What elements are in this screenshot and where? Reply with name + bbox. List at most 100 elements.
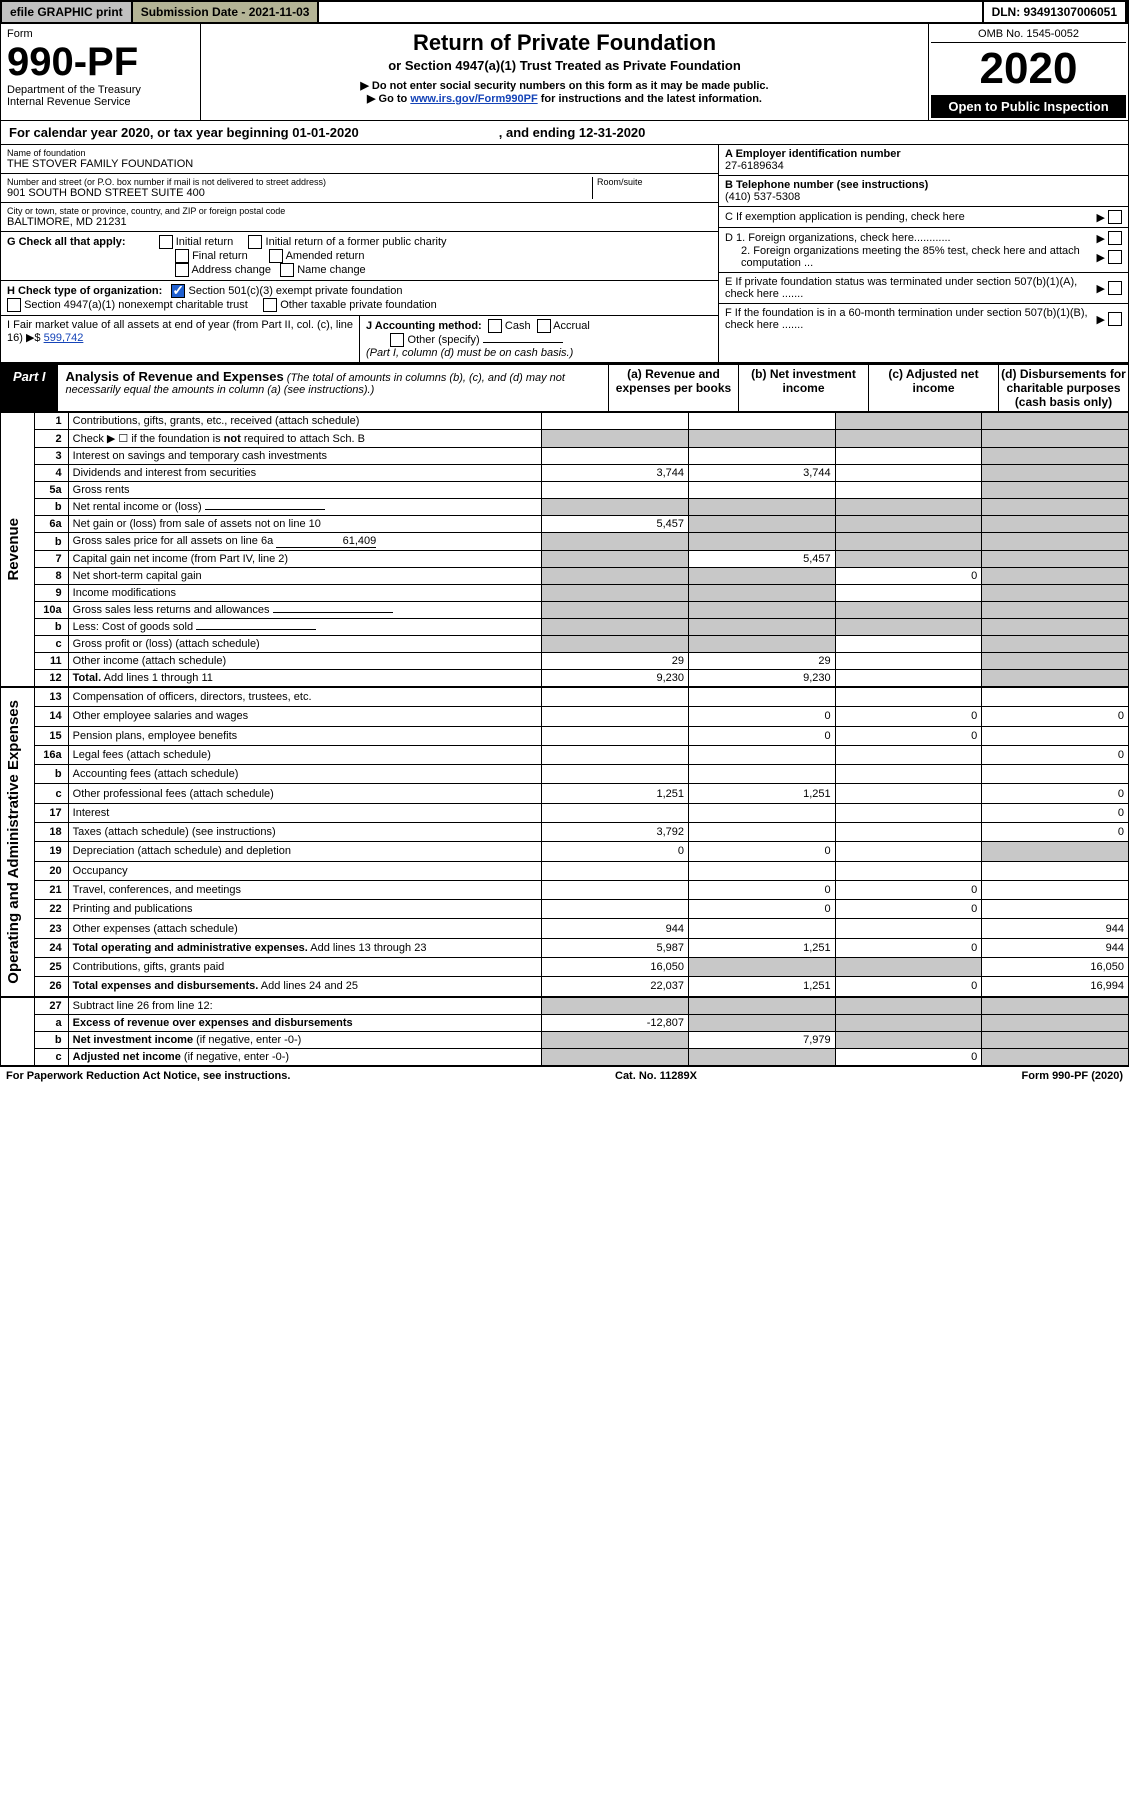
- row-desc: Gross sales price for all assets on line…: [68, 533, 542, 551]
- checkbox-d2[interactable]: [1108, 250, 1122, 264]
- table-row: 8Net short-term capital gain0: [1, 568, 1129, 585]
- table-row: 15Pension plans, employee benefits00: [1, 726, 1129, 745]
- row-desc: Check ▶ ☐ if the foundation is not requi…: [68, 430, 542, 448]
- cell-grey: [835, 499, 982, 516]
- checkbox-other-method[interactable]: [390, 333, 404, 347]
- irs-link[interactable]: www.irs.gov/Form990PF: [410, 93, 537, 105]
- cell-grey: [689, 602, 836, 619]
- checkbox-amended-return[interactable]: [269, 249, 283, 263]
- cell-value: 1,251: [689, 938, 836, 957]
- cell-grey: [689, 1014, 836, 1031]
- row-desc: Printing and publications: [68, 900, 542, 919]
- col-c-header: (c) Adjusted net income: [868, 365, 998, 411]
- e-label: E If private foundation status was termi…: [725, 276, 1096, 300]
- cell-value: [542, 688, 689, 707]
- checkbox-name-change[interactable]: [280, 263, 294, 277]
- cell-value: [835, 842, 982, 861]
- checkbox-address-change[interactable]: [175, 263, 189, 277]
- foundation-info: Name of foundation THE STOVER FAMILY FOU…: [0, 145, 1129, 363]
- cell-grey: [982, 585, 1129, 602]
- cell-value: [835, 448, 982, 465]
- col-d-header: (d) Disbursements for charitable purpose…: [998, 365, 1128, 411]
- checkbox-4947[interactable]: [7, 298, 21, 312]
- fmv-value[interactable]: 599,742: [44, 332, 84, 344]
- cell-grey: [982, 1031, 1129, 1048]
- row-number: b: [34, 533, 68, 551]
- form-word: Form: [7, 28, 194, 40]
- cell-grey: [982, 602, 1129, 619]
- cell-value: [835, 861, 982, 880]
- form-header: Form 990-PF Department of the Treasury I…: [0, 24, 1129, 120]
- cell-value: [982, 861, 1129, 880]
- cell-grey: [835, 957, 982, 976]
- check-h-row: H Check type of organization: Section 50…: [1, 281, 718, 316]
- side-label-cell: [1, 997, 35, 1065]
- cell-grey: [982, 551, 1129, 568]
- cell-value: 0: [982, 822, 1129, 841]
- cell-value: 0: [982, 784, 1129, 803]
- row-desc: Other expenses (attach schedule): [68, 919, 542, 938]
- row-desc: Accounting fees (attach schedule): [68, 765, 542, 784]
- cell-grey: [689, 499, 836, 516]
- cell-value: 0: [982, 745, 1129, 764]
- cell-value: 0: [542, 842, 689, 861]
- cell-grey: [689, 619, 836, 636]
- checkbox-other-taxable[interactable]: [263, 298, 277, 312]
- cell-value: [542, 413, 689, 430]
- checkbox-cash[interactable]: [488, 319, 502, 333]
- row-number: 16a: [34, 745, 68, 764]
- table-row: 25Contributions, gifts, grants paid16,05…: [1, 957, 1129, 976]
- foundation-name: THE STOVER FAMILY FOUNDATION: [7, 158, 712, 170]
- cell-value: 0: [835, 938, 982, 957]
- checkbox-d1[interactable]: [1108, 231, 1122, 245]
- top-bar: efile GRAPHIC print Submission Date - 20…: [0, 0, 1129, 24]
- checkbox-initial-return[interactable]: [159, 235, 173, 249]
- cell-value: [689, 919, 836, 938]
- row-number: 24: [34, 938, 68, 957]
- checkbox-501c3[interactable]: [171, 284, 185, 298]
- cell-grey: [689, 568, 836, 585]
- cell-value: 0: [982, 707, 1129, 726]
- cell-value: 3,744: [542, 465, 689, 482]
- cell-grey: [542, 1031, 689, 1048]
- row-number: 13: [34, 688, 68, 707]
- checkbox-initial-former[interactable]: [248, 235, 262, 249]
- table-row: 24Total operating and administrative exp…: [1, 938, 1129, 957]
- cell-value: 5,457: [542, 516, 689, 533]
- row-number: 11: [34, 653, 68, 670]
- footer-right: Form 990-PF (2020): [1022, 1070, 1124, 1082]
- cell-grey: [835, 551, 982, 568]
- cell-value: 944: [982, 919, 1129, 938]
- table-row: aExcess of revenue over expenses and dis…: [1, 1014, 1129, 1031]
- part-1-label: Part I: [1, 365, 58, 411]
- cell-grey: [982, 670, 1129, 687]
- cell-value: [982, 765, 1129, 784]
- expense-table: Operating and Administrative Expenses13C…: [0, 687, 1129, 997]
- checkbox-final-return[interactable]: [175, 249, 189, 263]
- cell-value: [689, 482, 836, 499]
- cell-grey: [835, 516, 982, 533]
- checkbox-c[interactable]: [1108, 210, 1122, 224]
- cell-grey: [542, 585, 689, 602]
- table-row: 9Income modifications: [1, 585, 1129, 602]
- cell-value: [835, 765, 982, 784]
- omb-number: OMB No. 1545-0052: [931, 26, 1126, 43]
- row-number: 4: [34, 465, 68, 482]
- c-label: C If exemption application is pending, c…: [725, 211, 1096, 223]
- row-number: 17: [34, 803, 68, 822]
- row-number: 27: [34, 997, 68, 1014]
- irs-label: Internal Revenue Service: [7, 96, 194, 108]
- cell-value: [542, 482, 689, 499]
- cell-value: [542, 880, 689, 899]
- checkbox-accrual[interactable]: [537, 319, 551, 333]
- calendar-year-row: For calendar year 2020, or tax year begi…: [0, 120, 1129, 145]
- cell-value: 9,230: [689, 670, 836, 687]
- cell-value: 944: [542, 919, 689, 938]
- form-title: Return of Private Foundation: [207, 30, 922, 56]
- row-desc: Adjusted net income (if negative, enter …: [68, 1048, 542, 1065]
- checkbox-f[interactable]: [1108, 312, 1122, 326]
- cell-value: [835, 636, 982, 653]
- cell-value: [835, 784, 982, 803]
- cell-value: [835, 745, 982, 764]
- checkbox-e[interactable]: [1108, 281, 1122, 295]
